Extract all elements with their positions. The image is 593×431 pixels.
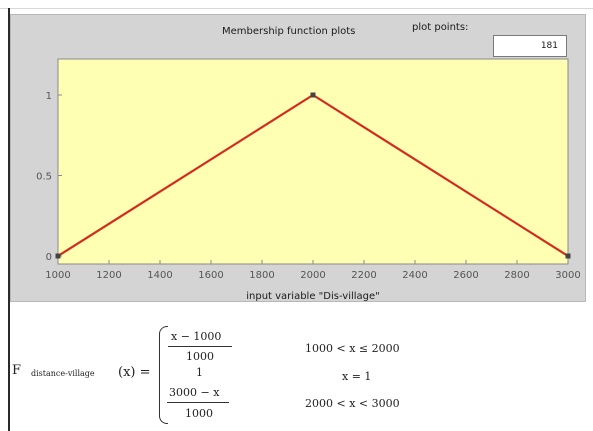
x-tick-label: 2000 [300,270,325,281]
case1-denominator: 1000 [186,350,214,363]
plot-points-label: plot points: [412,22,469,33]
x-tick-label: 1600 [198,270,223,281]
condition-3: 2000 < x < 3000 [305,397,400,410]
x-tick-label: 2200 [351,270,376,281]
x-axis-ticks: 1000 1200 1400 1600 1800 2000 2200 2400 2600 2800… [45,260,581,281]
y-tick-label: 0 [46,252,52,263]
y-tick-label: 1 [46,91,52,102]
y-axis-ticks: 00.51 [36,91,62,263]
x-tick-label: 2600 [453,270,478,281]
case2-value: 1 [196,366,203,379]
x-tick-label: 1000 [45,270,70,281]
case3-fraction-bar [167,402,229,403]
case3-denominator: 1000 [185,407,213,420]
x-axis-label: input variable "Dis-village" [246,291,380,302]
formula-fn-subscript: distance-village [31,369,95,378]
x-tick-label: 1200 [96,270,121,281]
left-border [8,8,10,431]
membership-chart: 00.51 1000 1200 1400 1600 1800 2000 2200 2400 26… [36,58,581,302]
formula-brace [159,326,168,424]
vertex-marker[interactable] [55,253,61,259]
formula-fn-prefix: F [12,363,22,378]
x-tick-label: 2400 [402,270,427,281]
x-tick-label: 2800 [504,270,529,281]
series-group [55,92,571,259]
x-tick-label: 1800 [249,270,274,281]
plot-points-input[interactable] [493,35,567,57]
vertex-marker[interactable] [565,253,571,259]
x-tick-label: 3000 [555,270,580,281]
condition-1: 1000 < x ≤ 2000 [305,342,400,355]
case1-numerator: x − 1000 [171,330,222,343]
mf-plot-title: Membership function plots [222,26,356,37]
y-tick-label: 0.5 [36,172,52,183]
case1-fraction-bar [168,346,232,347]
top-divider [0,8,593,9]
vertex-marker[interactable] [310,92,316,98]
condition-2: x = 1 [342,370,372,383]
formula-fn-arg: (x) = [118,365,151,380]
x-tick-label: 1400 [147,270,172,281]
plot-area [57,58,569,265]
case3-numerator: 3000 − x [169,386,220,399]
